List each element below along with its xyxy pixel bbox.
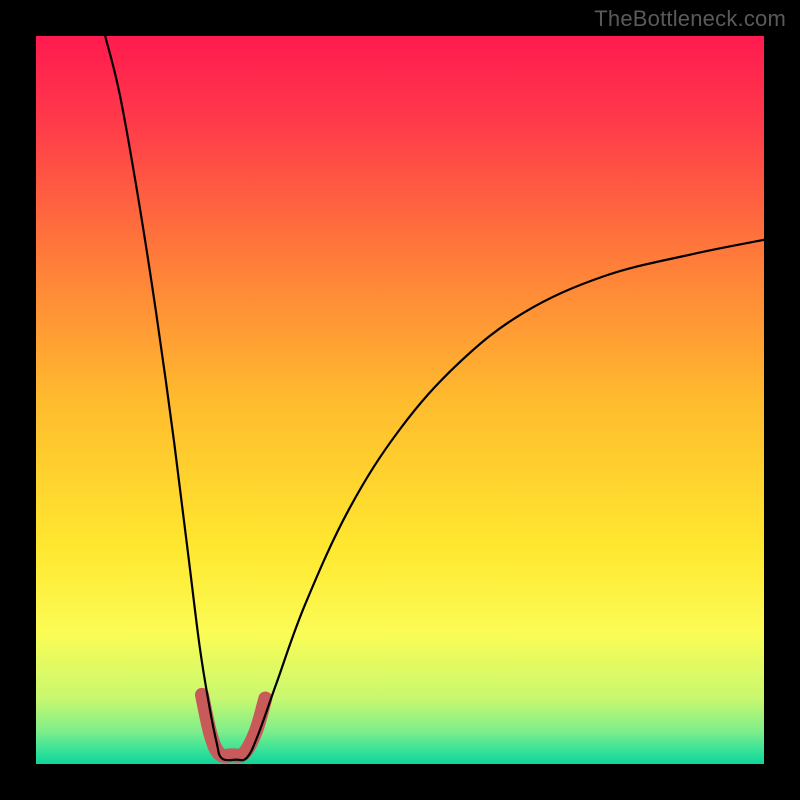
gradient-background bbox=[36, 36, 764, 764]
bottleneck-chart bbox=[0, 0, 800, 800]
watermark-text: TheBottleneck.com bbox=[594, 6, 786, 32]
